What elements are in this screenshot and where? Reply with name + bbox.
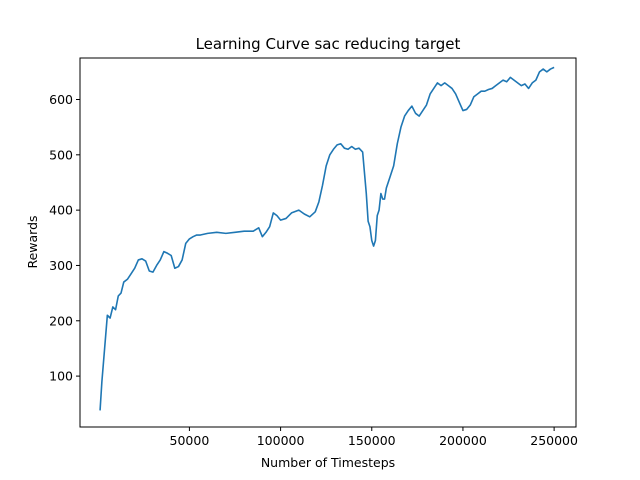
x-axis-label: Number of Timesteps	[261, 455, 395, 470]
plot-area-frame	[79, 57, 577, 428]
x-tick-label: 250000	[530, 433, 578, 448]
x-axis-ticks: 50000 100000 150000 200000 250000	[170, 427, 578, 448]
x-tick-label: 150000	[348, 433, 396, 448]
x-tick-label: 200000	[439, 433, 487, 448]
x-tick-label: 100000	[257, 433, 305, 448]
y-axis-ticks: 100 200 300 400 500 600	[49, 92, 80, 384]
y-tick-label: 400	[49, 203, 73, 218]
y-tick-label: 500	[49, 147, 73, 162]
y-tick-label: 100	[49, 369, 73, 384]
chart-title: Learning Curve sac reducing target	[196, 35, 461, 53]
x-tick-label: 50000	[170, 433, 210, 448]
y-tick-label: 300	[49, 258, 73, 273]
y-axis-label: Rewards	[25, 215, 40, 268]
series-layer	[99, 66, 555, 411]
y-tick-label: 600	[49, 92, 73, 107]
y-tick-label: 200	[49, 313, 73, 328]
series-line	[99, 66, 555, 411]
